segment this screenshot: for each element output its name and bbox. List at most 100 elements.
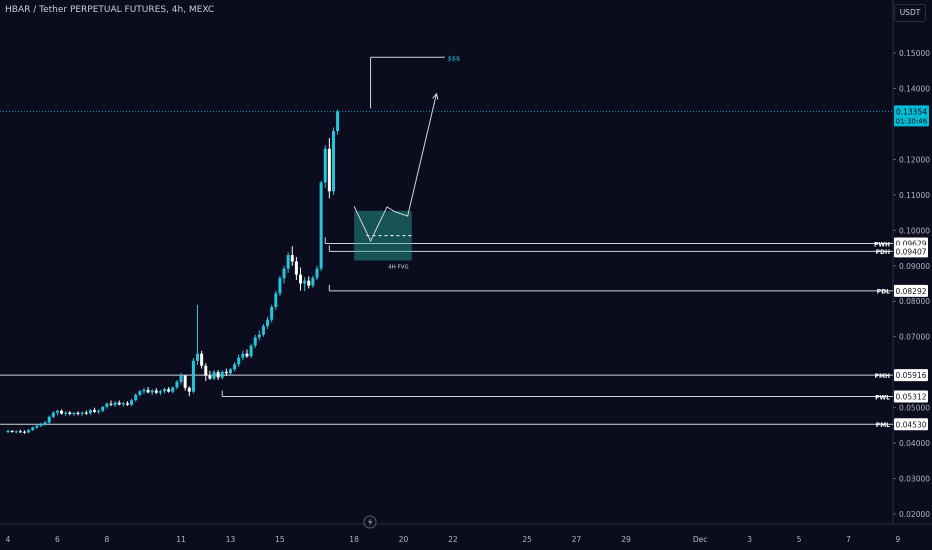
level-price-value: 0.04530 [895, 420, 926, 429]
fvg-label: 4H FVG [388, 264, 409, 270]
current-price-value: 0.13354 [896, 107, 927, 116]
y-tick-label: 0.08000 [899, 297, 930, 306]
x-tick-label: 29 [621, 535, 631, 544]
x-tick-label: 20 [399, 535, 409, 544]
candle-body [39, 424, 43, 426]
x-tick-label: 25 [522, 535, 532, 544]
candles [6, 109, 340, 434]
y-tick-label: 0.02000 [899, 510, 930, 519]
candle-body [18, 431, 22, 433]
x-tick-label: 18 [349, 535, 359, 544]
candle-body [220, 371, 224, 378]
y-tick-label: 0.14000 [899, 84, 930, 93]
candle-body [315, 268, 319, 278]
candle-body [31, 427, 35, 430]
candle-body [183, 375, 187, 388]
candle-body [43, 422, 47, 425]
symbol-title: HBAR / Tether PERPETUAL FUTURES, 4h, MEX… [5, 5, 215, 15]
candle-body [245, 353, 249, 357]
x-tick-label: 3 [747, 535, 752, 544]
lightning-icon[interactable] [363, 515, 377, 529]
level-price-value: 0.09629 [895, 239, 926, 248]
level-price-value: 0.09407 [895, 247, 926, 256]
candle-body [88, 410, 92, 414]
level-label: PMH [875, 373, 890, 380]
candle-body [6, 431, 10, 433]
projection-arrowhead [432, 92, 439, 100]
candle-body [299, 274, 303, 284]
candle-body [154, 390, 158, 393]
candle-body [55, 410, 59, 413]
candle-body [336, 111, 340, 132]
y-tick-label: 0.12000 [899, 155, 930, 164]
candle-body [80, 412, 84, 414]
candle-body [187, 387, 191, 392]
candle-body [171, 387, 175, 392]
candle-body [158, 391, 162, 393]
candle-body [249, 345, 253, 357]
level-price-value: 0.05312 [895, 393, 926, 402]
candle-body [68, 412, 72, 414]
candle-body [307, 280, 311, 286]
candle-body [278, 278, 282, 294]
y-tick-label: 0.09000 [899, 262, 930, 271]
candle-body [216, 372, 220, 378]
x-tick-label: 5 [797, 535, 802, 544]
candle-body [84, 412, 88, 414]
candle-body [101, 406, 105, 411]
y-tick-label: 0.04000 [899, 439, 930, 448]
level-label: PWL [875, 394, 890, 401]
candle-body [331, 131, 335, 192]
candle-body [93, 410, 97, 412]
fvg-zone: 4H FVG [354, 210, 412, 270]
x-tick-label: 8 [104, 535, 109, 544]
y-tick-label: 0.05000 [899, 404, 930, 413]
candle-body [290, 255, 294, 262]
y-tick-label: 0.11000 [899, 191, 930, 200]
candle-body [282, 268, 286, 279]
countdown-value: 01:30:46 [896, 117, 928, 125]
candle-body [134, 394, 138, 401]
candle-body [109, 403, 113, 405]
projection-path [353, 93, 437, 243]
candle-body [224, 371, 228, 374]
currency-button[interactable]: USDT [894, 4, 926, 22]
candle-body [204, 365, 208, 376]
candle-body [142, 389, 146, 392]
candle-body [208, 375, 212, 379]
candle-body [167, 389, 171, 392]
time-axis: 4 6 8 11 13 15 18 20 22 25 27 29 Dec 3 5 7 9 [6, 535, 901, 544]
candle-body [72, 412, 76, 414]
candle-body [323, 148, 327, 183]
target-label: $$$ [448, 54, 460, 62]
candle-body [113, 402, 117, 405]
x-tick-label: 6 [55, 535, 60, 544]
candle-body [64, 412, 68, 414]
candle-body [179, 375, 183, 382]
x-tick-label: 4 [6, 535, 11, 544]
candle-body [274, 293, 278, 307]
candle-body [47, 416, 51, 423]
level-label: PDH [876, 249, 890, 256]
x-tick-label: 27 [572, 535, 582, 544]
candle-body [76, 412, 80, 414]
candle-body [117, 402, 121, 405]
candle-body [303, 280, 307, 284]
current-price-tag [894, 105, 929, 127]
level-price-value: 0.05916 [895, 371, 926, 380]
level-price-tag [894, 418, 928, 431]
price-axis: 0.15000 0.14000 0.12000 0.11000 0.10000 0.090… [893, 49, 930, 519]
candle-body [196, 353, 200, 361]
y-tick-label: 0.15000 [899, 49, 930, 58]
candle-body [241, 353, 245, 358]
level-label: PDL [877, 289, 890, 296]
level-price-tag [894, 284, 928, 297]
level-price-tag [894, 369, 928, 382]
level-label: PWH [874, 241, 890, 248]
drawings: $$$ [353, 54, 460, 243]
candle-body [286, 255, 290, 269]
candle-body [35, 425, 39, 428]
candle-body [125, 403, 129, 405]
x-tick-label: 7 [846, 535, 851, 544]
